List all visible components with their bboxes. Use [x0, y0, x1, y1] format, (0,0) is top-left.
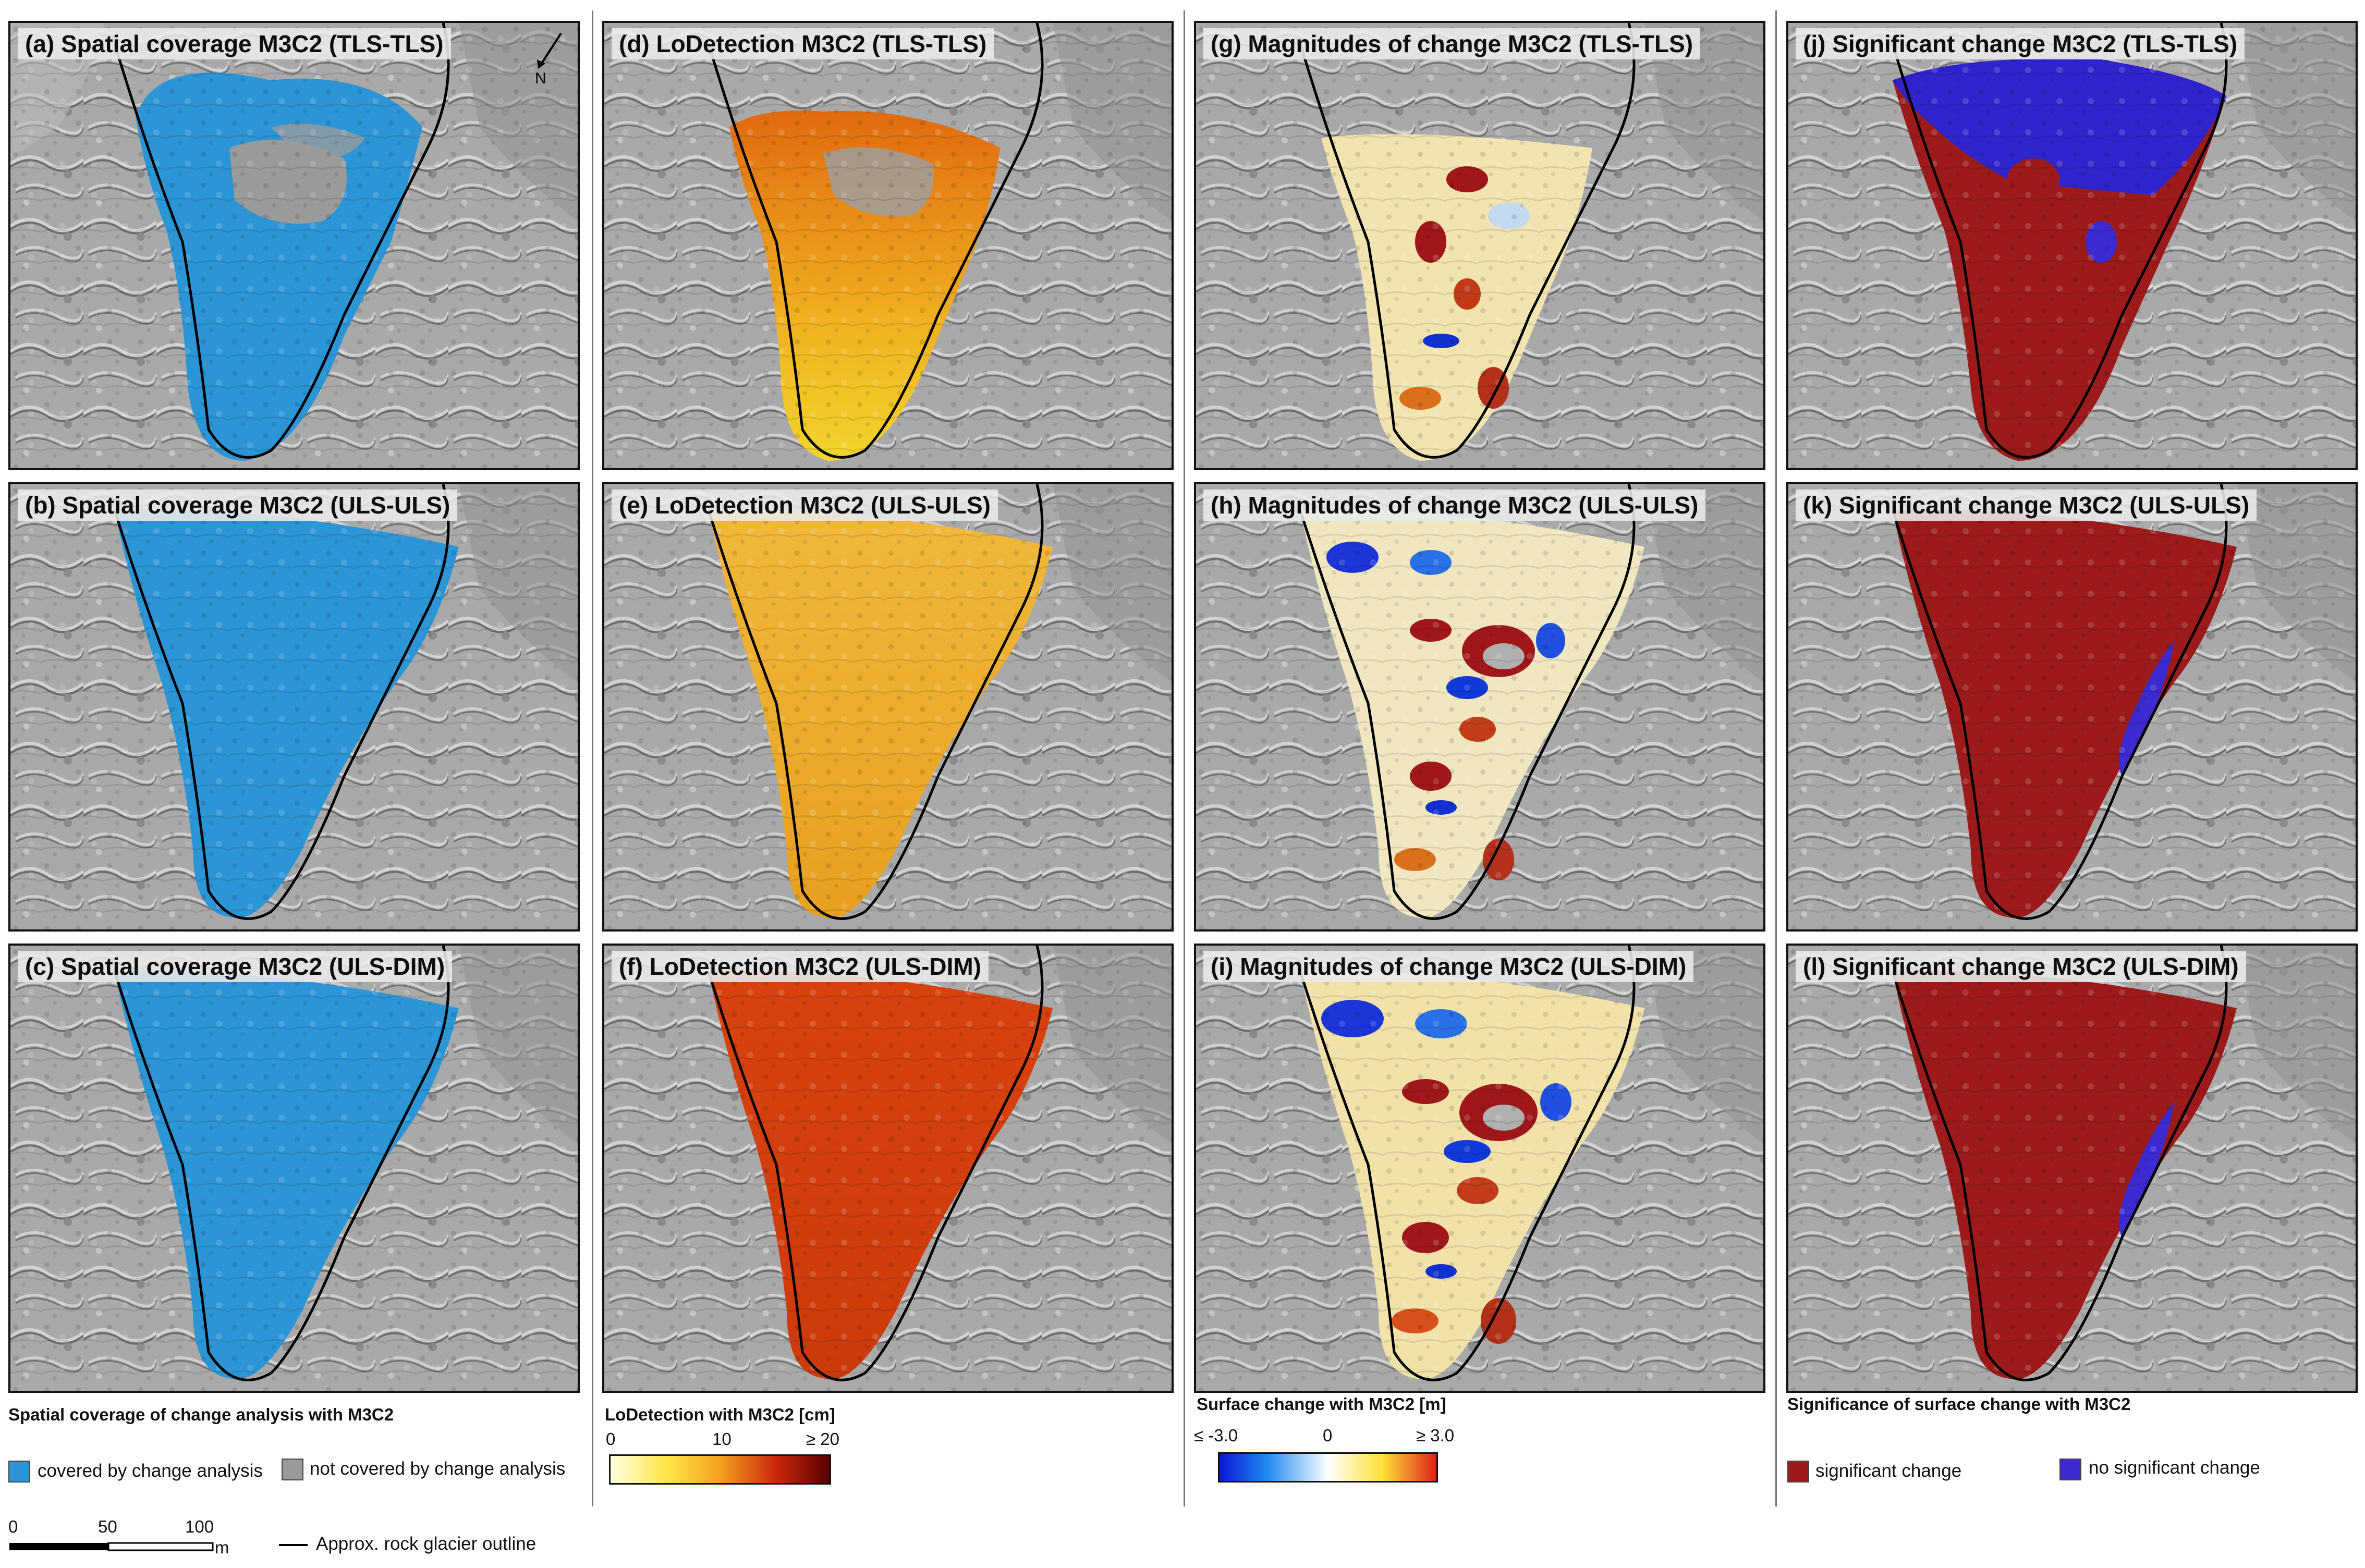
lod-tick-20: ≥ 20 — [806, 1429, 839, 1449]
column-separator — [1775, 10, 1777, 1506]
panel-title: (h) Magnitudes of change M3C2 (ULS-ULS) — [1203, 489, 1706, 521]
scale-bar — [9, 1542, 214, 1551]
lod-legend-title: LoDetection with M3C2 [cm] — [605, 1405, 835, 1424]
scalebar-tick-50: 50 — [98, 1517, 117, 1536]
panel-title: (b) Spatial coverage M3C2 (ULS-ULS) — [18, 489, 458, 521]
map — [1196, 484, 1763, 929]
rock-glacier-outline — [1891, 23, 2228, 459]
coverage-legend-title: Spatial coverage of change analysis with… — [8, 1405, 394, 1424]
change-legend-title: Surface change with M3C2 [m] — [1197, 1394, 1446, 1414]
scalebar-unit: m — [215, 1538, 229, 1557]
change-tick-max: ≥ 3.0 — [1416, 1426, 1455, 1445]
panel-title: (f) LoDetection M3C2 (ULS-DIM) — [612, 951, 989, 982]
rock-glacier-outline — [707, 484, 1044, 920]
not-significant-label: no significant change — [2089, 1457, 2260, 1478]
panel-b-spatial-coverage-uls: (b) Spatial coverage M3C2 (ULS-ULS) — [8, 482, 580, 932]
covered-swatch — [8, 1461, 30, 1483]
panel-e-lodetection-uls: (e) LoDetection M3C2 (ULS-ULS) — [602, 482, 1174, 932]
panel-title: (e) LoDetection M3C2 (ULS-ULS) — [612, 489, 998, 521]
map — [10, 23, 578, 468]
panel-title: (d) LoDetection M3C2 (TLS-TLS) — [612, 28, 994, 59]
map — [1788, 946, 2356, 1391]
rock-glacier-outline — [707, 946, 1044, 1381]
map — [10, 946, 578, 1391]
map — [10, 484, 578, 929]
not-covered-label: not covered by change analysis — [310, 1459, 566, 1479]
panel-f-lodetection-dim: (f) LoDetection M3C2 (ULS-DIM) — [602, 944, 1174, 1393]
panel-a-spatial-coverage-tls: (a) Spatial coverage M3C2 (TLS-TLS) N — [8, 21, 580, 470]
scalebar-tick-100: 100 — [185, 1517, 214, 1536]
panel-title: (g) Magnitudes of change M3C2 (TLS-TLS) — [1203, 28, 1701, 59]
lod-tick-0: 0 — [606, 1429, 616, 1449]
scalebar-tick-0: 0 — [8, 1517, 18, 1536]
column-separator — [1184, 10, 1185, 1506]
rock-glacier-outline — [113, 23, 450, 459]
panel-c-spatial-coverage-dim: (c) Spatial coverage M3C2 (ULS-DIM) — [8, 944, 580, 1393]
rock-glacier-outline — [1299, 23, 1636, 459]
panel-d-lodetection-tls: (d) LoDetection M3C2 (TLS-TLS) — [602, 21, 1174, 470]
panel-g-magnitudes-tls: (g) Magnitudes of change M3C2 (TLS-TLS) — [1194, 21, 1765, 470]
rock-glacier-outline — [1891, 484, 2228, 920]
panel-title: (c) Spatial coverage M3C2 (ULS-DIM) — [18, 951, 453, 982]
outline-label: Approx. rock glacier outline — [316, 1534, 537, 1554]
outline-line-icon — [279, 1544, 308, 1546]
map — [1788, 484, 2356, 929]
panel-h-magnitudes-uls: (h) Magnitudes of change M3C2 (ULS-ULS) — [1194, 482, 1765, 932]
panel-j-significant-tls: (j) Significant change M3C2 (TLS-TLS) — [1786, 21, 2358, 470]
map — [1788, 23, 2356, 468]
map — [1196, 23, 1763, 468]
rock-glacier-outline — [1299, 946, 1636, 1381]
not-covered-swatch — [282, 1459, 303, 1480]
map — [604, 484, 1172, 929]
rock-glacier-outline — [1299, 484, 1636, 920]
change-tick-zero: 0 — [1323, 1426, 1333, 1445]
lod-tick-10: 10 — [712, 1429, 732, 1449]
panel-title: (a) Spatial coverage M3C2 (TLS-TLS) — [18, 28, 451, 59]
map — [604, 946, 1172, 1391]
rock-glacier-outline — [707, 23, 1044, 459]
panel-title: (j) Significant change M3C2 (TLS-TLS) — [1796, 28, 2245, 59]
panel-title: (i) Magnitudes of change M3C2 (ULS-DIM) — [1203, 951, 1694, 982]
column-separator — [592, 10, 593, 1506]
covered-label: covered by change analysis — [38, 1461, 263, 1481]
panel-l-significant-dim: (l) Significant change M3C2 (ULS-DIM) — [1786, 944, 2358, 1393]
significant-label: significant change — [1815, 1461, 1962, 1481]
change-tick-min: ≤ -3.0 — [1194, 1426, 1238, 1445]
significance-legend-title: Significance of surface change with M3C2 — [1787, 1394, 2131, 1414]
panel-k-significant-uls: (k) Significant change M3C2 (ULS-ULS) — [1786, 482, 2358, 932]
north-label: N — [535, 70, 546, 87]
lod-colorbar — [609, 1454, 831, 1485]
map — [1196, 946, 1763, 1391]
panel-i-magnitudes-dim: (i) Magnitudes of change M3C2 (ULS-DIM) — [1194, 944, 1765, 1393]
rock-glacier-outline — [1891, 946, 2228, 1381]
map — [604, 23, 1172, 468]
change-colorbar — [1218, 1452, 1438, 1483]
significant-swatch — [1787, 1461, 1809, 1483]
not-significant-swatch — [2059, 1459, 2081, 1480]
panel-title: (l) Significant change M3C2 (ULS-DIM) — [1796, 951, 2246, 982]
north-arrow-icon: N — [535, 32, 562, 87]
rock-glacier-outline — [113, 946, 450, 1381]
rock-glacier-outline — [113, 484, 450, 920]
panel-title: (k) Significant change M3C2 (ULS-ULS) — [1796, 489, 2257, 521]
